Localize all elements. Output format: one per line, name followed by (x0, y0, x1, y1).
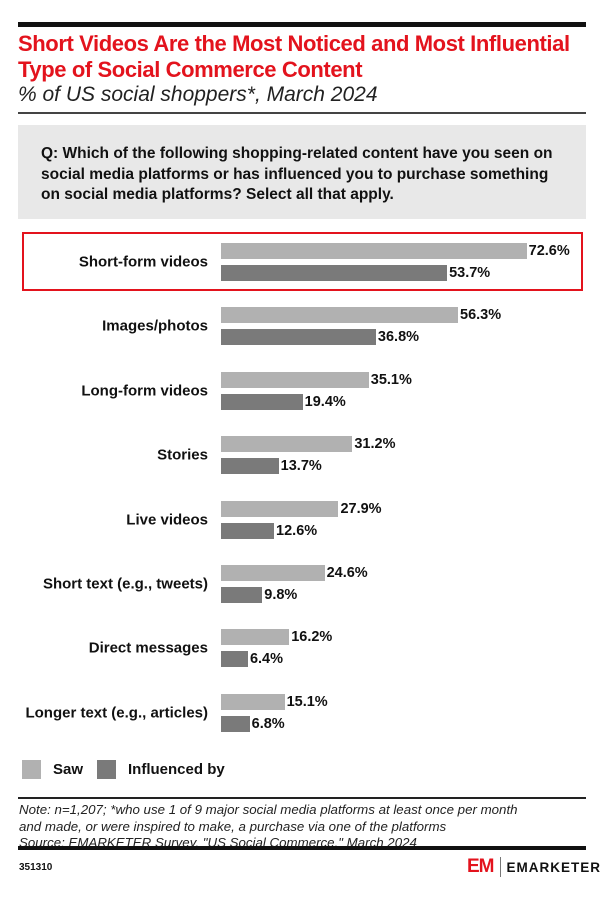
bar-saw (221, 371, 369, 388)
data-label: 19.4% (304, 393, 346, 410)
data-label: 36.8% (377, 329, 420, 346)
category-label: Stories (157, 446, 208, 464)
bottom-rule (18, 846, 586, 850)
data-label: 56.3% (460, 307, 502, 324)
bar-influenced (221, 651, 248, 668)
data-label: 15.1% (286, 693, 328, 710)
category-label: Images/photos (102, 317, 208, 335)
bar-saw (221, 436, 353, 453)
data-label: 53.7% (449, 265, 491, 281)
top-rule (18, 22, 586, 27)
bar-influenced (221, 458, 279, 475)
note-line: and made, or were inspired to make, a pu… (19, 818, 447, 834)
legend: Saw Influenced by (22, 760, 225, 779)
data-label: 24.6% (326, 565, 368, 581)
highlight-box (22, 232, 583, 291)
footnote: Note: n=1,207; *who use 1 of 9 major soc… (19, 802, 518, 852)
bar-saw (221, 243, 527, 259)
bar-saw (221, 565, 325, 581)
legend-swatch-influenced (97, 760, 117, 779)
chart-title: Short Videos Are the Most Noticed and Mo… (18, 31, 570, 82)
legend-label-saw: Saw (53, 761, 84, 778)
data-label: 31.2% (354, 436, 396, 453)
data-label: 6.4% (249, 651, 283, 668)
bar-saw (221, 629, 290, 646)
category-label: Short text (e.g., tweets) (42, 575, 208, 593)
logo-mark: EM (467, 856, 494, 877)
data-label: 27.9% (340, 500, 382, 517)
divider (18, 797, 586, 799)
survey-question: Q: Which of the following shopping-relat… (18, 125, 586, 219)
bar-saw (221, 693, 285, 710)
data-label: 12.6% (276, 522, 318, 539)
bar-chart: Short-form videos 72.6% 53.7% Images/photos… (25, 243, 570, 732)
logo-separator (499, 857, 501, 877)
bar-influenced (221, 265, 448, 281)
bar-saw (221, 307, 459, 324)
data-label: 35.1% (370, 371, 412, 388)
divider (18, 112, 586, 114)
data-label: 72.6% (528, 243, 570, 259)
logo-brand: EMARKETER (506, 859, 602, 875)
bar-influenced (221, 522, 275, 539)
category-label: Direct messages (88, 639, 208, 657)
chart-subtitle: % of US social shoppers*, March 2024 (18, 83, 378, 106)
bar-saw (221, 500, 339, 517)
bar-influenced (221, 393, 303, 410)
data-label: 6.8% (251, 715, 285, 732)
note-line: Note: n=1,207; *who use 1 of 9 major soc… (19, 802, 518, 817)
legend-swatch-saw (22, 760, 41, 779)
bar-influenced (221, 329, 376, 346)
category-label: Longer text (e.g., articles) (25, 704, 208, 722)
data-label: 13.7% (280, 458, 322, 475)
category-label: Short-form videos (78, 253, 208, 271)
chart-id: 351310 (19, 862, 53, 873)
data-label: 9.8% (264, 587, 298, 603)
category-label: Live videos (126, 511, 208, 529)
data-label: 16.2% (291, 629, 333, 646)
legend-label-influenced: Influenced by (128, 761, 225, 778)
emarketer-logo: EM EMARKETER (467, 856, 601, 878)
bar-influenced (221, 715, 250, 732)
bar-influenced (221, 587, 263, 603)
category-label: Long-form videos (81, 382, 208, 400)
